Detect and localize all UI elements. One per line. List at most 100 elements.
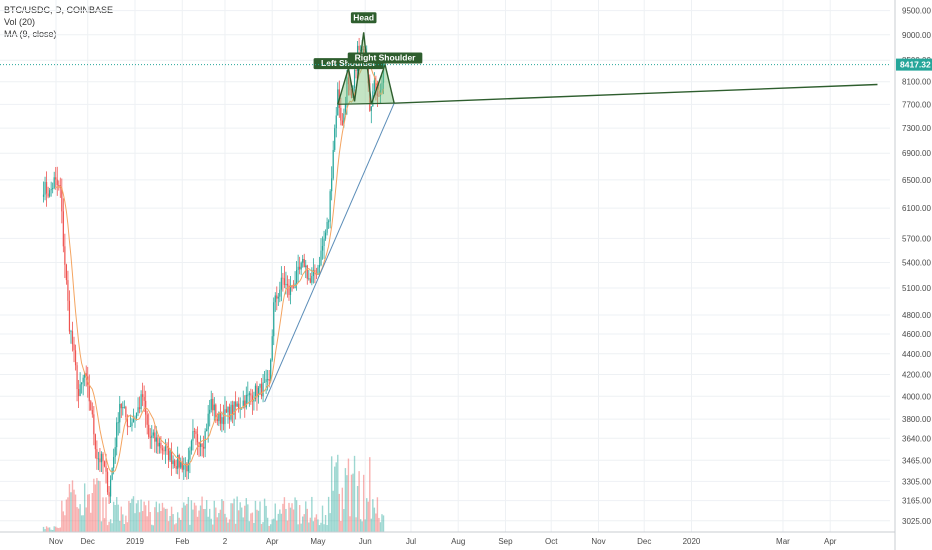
candle-body (64, 246, 66, 265)
candle-body (71, 331, 74, 345)
volume-bar (112, 501, 115, 532)
candle-body (90, 401, 92, 411)
volume-bar (379, 522, 382, 532)
volume-bar (64, 515, 66, 532)
right-shoulder-label[interactable]: Right Shoulder (347, 52, 423, 64)
volume-bar (79, 504, 81, 532)
candle-body (311, 276, 313, 283)
candle-body (67, 280, 69, 301)
candle-body (260, 383, 263, 397)
neckline[interactable] (337, 102, 395, 105)
candle-body (248, 393, 250, 395)
volume-bar (262, 522, 264, 532)
candle-body (247, 394, 249, 396)
volume-bar (55, 526, 57, 532)
candle-body (341, 120, 343, 126)
candle-body (274, 295, 276, 303)
volume-bar (370, 518, 373, 532)
candle-body (100, 453, 103, 463)
candle-body (201, 443, 203, 447)
candle-body (181, 461, 183, 470)
x-tick-label: Jun (359, 537, 372, 546)
volume-bar (358, 471, 360, 532)
volume-bar (286, 520, 289, 532)
volume-bar (350, 474, 353, 532)
x-tick-label: Aug (451, 537, 465, 546)
candle-body (324, 232, 327, 239)
candle-body (347, 77, 350, 85)
volume-bar (155, 501, 158, 532)
candle-body (262, 382, 264, 397)
candle-body (177, 455, 179, 469)
volume-bar (105, 497, 107, 532)
y-tick-label: 9000.00 (902, 31, 931, 40)
candle-body (245, 394, 247, 408)
volume-bar (227, 522, 229, 532)
candle-body (88, 384, 90, 402)
candle-body (329, 191, 331, 222)
volume-bar (71, 480, 74, 532)
volume-bar (161, 502, 164, 532)
head-label[interactable]: Head (350, 12, 377, 24)
label-text: Head (353, 12, 374, 22)
volume-bar (76, 507, 78, 532)
candle-body (312, 269, 314, 277)
volume-bar (114, 504, 116, 532)
volume-bar (170, 506, 173, 532)
x-tick-label: Dec (81, 537, 95, 546)
volume-bar (315, 514, 318, 532)
volume-bar (210, 518, 212, 532)
candle-body (163, 450, 165, 452)
y-tick-label: 4200.00 (902, 371, 931, 380)
volume-bar (282, 503, 284, 532)
volume-bar (85, 507, 87, 532)
volume-bar (241, 507, 243, 532)
y-tick-label: 3165.00 (902, 497, 931, 506)
volume-bar (106, 525, 109, 532)
volume-bar (91, 492, 94, 532)
x-tick-label: Apr (266, 537, 279, 546)
volume-bar (123, 524, 126, 532)
candle-body (146, 414, 148, 425)
volume-indicator-label[interactable]: Vol (20) (4, 17, 36, 27)
volume-bar (341, 487, 344, 532)
volume-bar (193, 502, 196, 532)
candle-body (53, 177, 55, 189)
candle-body (213, 404, 215, 411)
y-tick-label: 8100.00 (902, 78, 931, 87)
volume-bar (359, 519, 362, 532)
moving-average-label[interactable]: MA (9, close) (4, 29, 57, 39)
candle-body (84, 373, 86, 378)
volume-bar (378, 517, 380, 532)
candle-body (238, 403, 240, 409)
volume-bar (271, 519, 273, 532)
volume-bar (138, 512, 141, 532)
candle-body (196, 434, 199, 443)
volume-bar (68, 484, 71, 532)
drawings[interactable]: Left ShoulderHeadRight Shoulder (0, 12, 890, 403)
volume-bar (349, 516, 351, 532)
candle-body (256, 385, 258, 398)
candle-body (286, 283, 289, 286)
candle-body (267, 378, 269, 380)
volume-bar (279, 509, 281, 532)
volume-bar (248, 521, 251, 532)
candle-body (222, 417, 225, 425)
candle-body (382, 65, 385, 83)
candle-body (158, 442, 160, 447)
volume-bar (295, 500, 298, 532)
candle-body (221, 417, 223, 424)
volume-bar (254, 500, 257, 532)
volume-bars (42, 454, 385, 532)
candle-body (370, 106, 372, 111)
x-tick-label: May (310, 537, 325, 546)
candle-body (137, 407, 139, 413)
trendline[interactable] (264, 102, 395, 403)
volume-bar (364, 519, 366, 532)
candle-body (186, 463, 188, 472)
neckline-extension[interactable] (394, 83, 878, 104)
candle-body (142, 394, 144, 397)
volume-bar (242, 517, 244, 532)
